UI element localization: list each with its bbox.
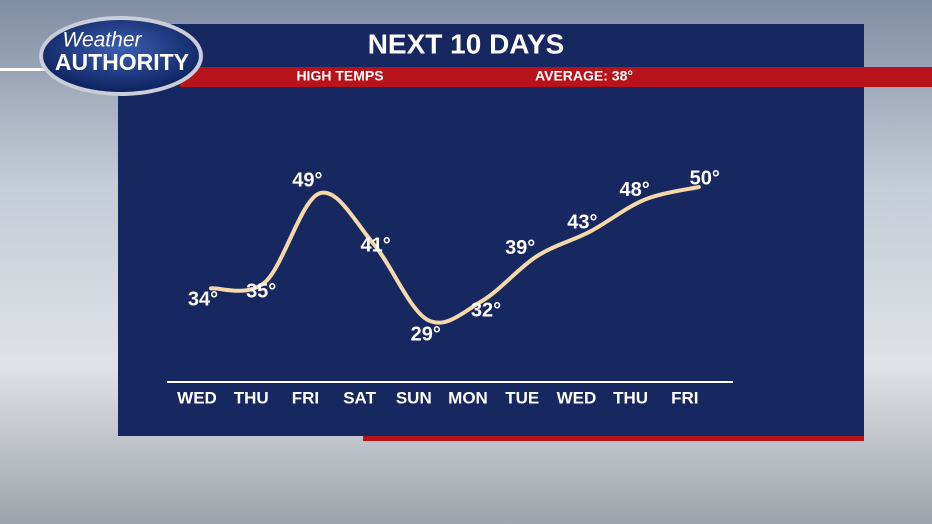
x-tick-label: FRI [292, 388, 319, 407]
value-label: 35° [246, 280, 276, 302]
value-label: 29° [411, 323, 441, 345]
x-tick-label: SAT [343, 388, 376, 407]
value-label: 48° [619, 179, 649, 201]
x-tick-label: THU [613, 388, 648, 407]
value-label: 41° [360, 234, 390, 256]
x-tick-label: MON [448, 388, 488, 407]
x-tick-label: WED [177, 388, 217, 407]
annotation: AVERAGE: 38° [535, 68, 633, 84]
value-label: 49° [292, 170, 322, 192]
value-label: 34° [188, 289, 218, 311]
panel [118, 24, 864, 436]
subtitle: HIGH TEMPS [296, 68, 383, 84]
logo-line1: Weather [63, 29, 143, 52]
value-label: 32° [471, 299, 501, 321]
x-tick-label: TUE [505, 388, 539, 407]
logo-line2: AUTHORITY [55, 49, 189, 75]
x-tick-label: THU [234, 388, 269, 407]
value-label: 39° [505, 237, 535, 259]
value-label: 50° [690, 167, 720, 189]
x-tick-label: FRI [671, 388, 698, 407]
x-tick-label: SUN [396, 388, 432, 407]
logo-badge [39, 16, 203, 96]
red-band [180, 67, 932, 87]
x-tick-label: WED [557, 388, 597, 407]
temp-line [209, 185, 701, 325]
red-strip [363, 436, 864, 441]
value-label: 43° [567, 212, 597, 234]
chart-title: NEXT 10 DAYS [368, 28, 565, 59]
